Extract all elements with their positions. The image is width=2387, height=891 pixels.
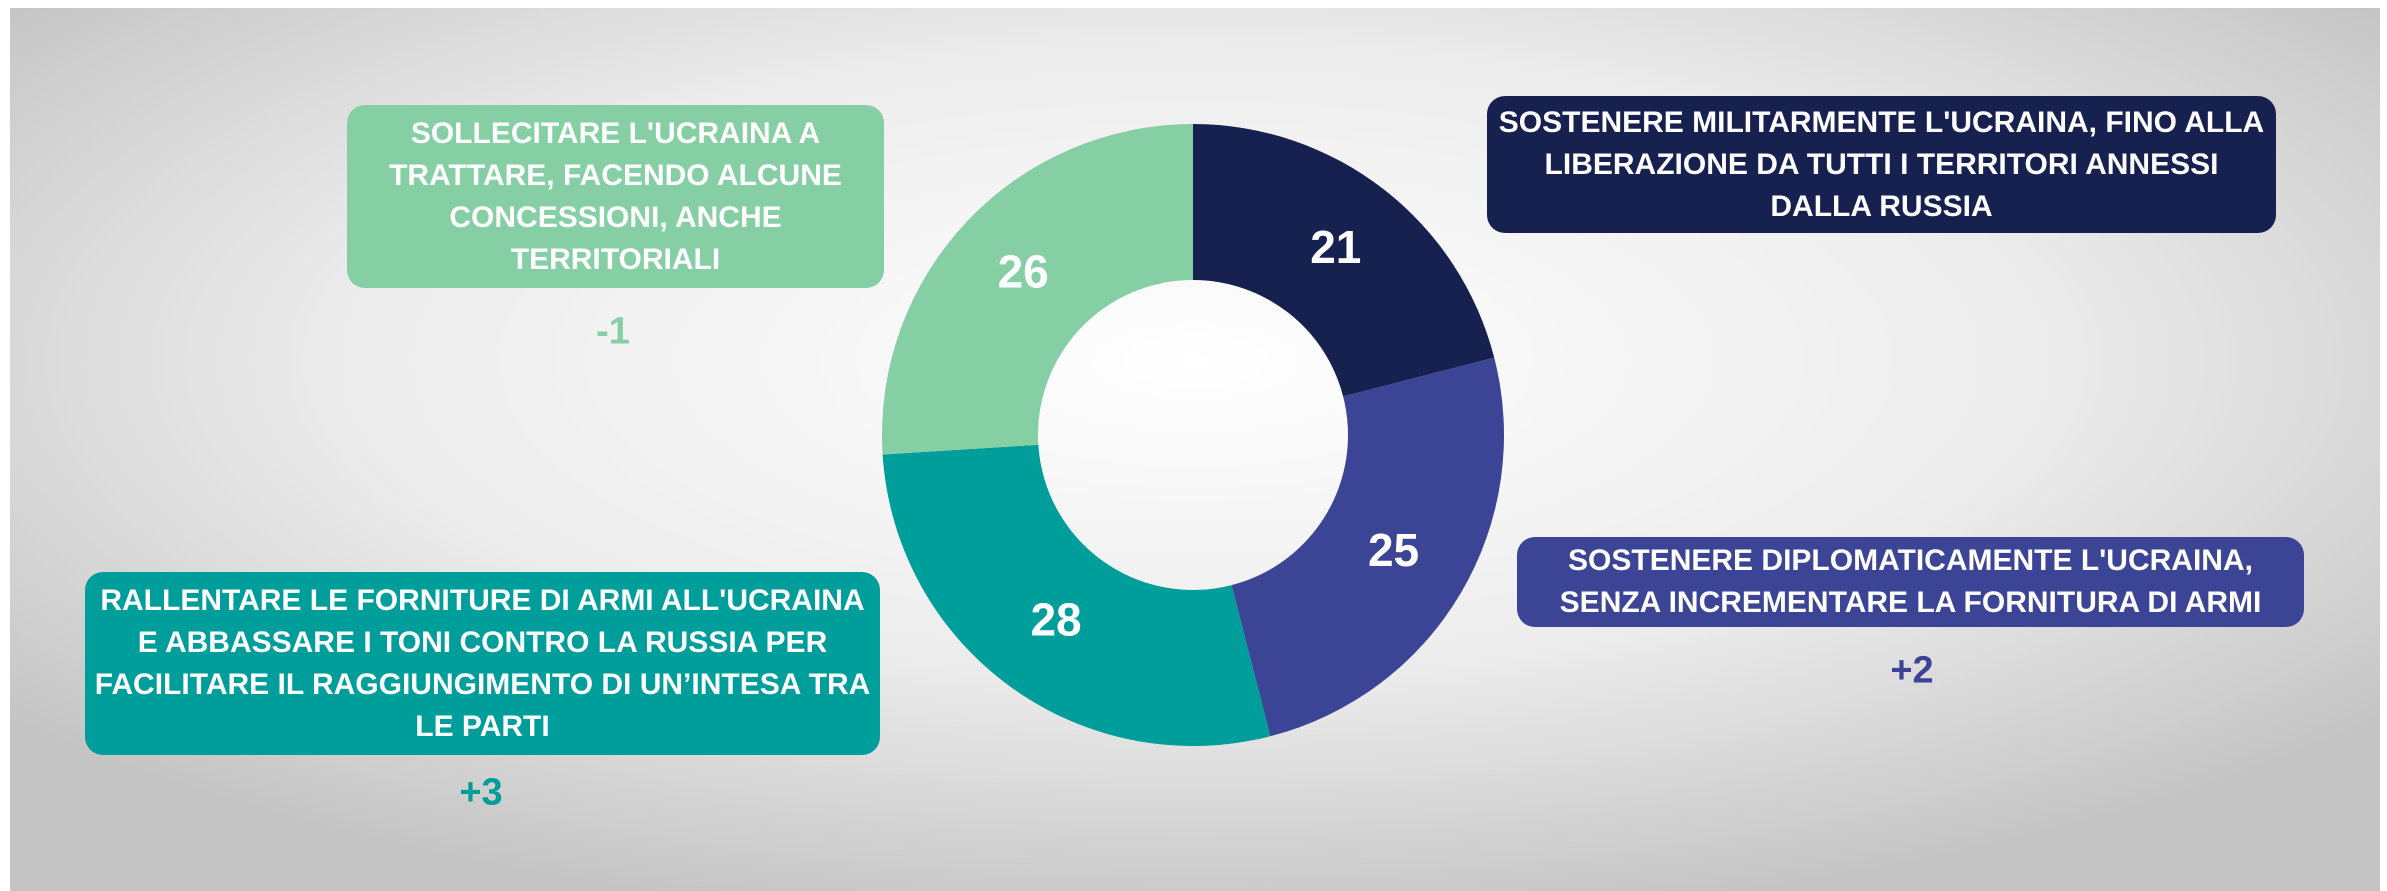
- change-label: +3: [459, 771, 503, 814]
- donut-slice: [882, 444, 1271, 746]
- data-label: 25: [1368, 524, 1419, 576]
- donut-slice: [1193, 124, 1495, 397]
- change-label: +2: [1890, 649, 1934, 692]
- legend-label: SOSTENERE MILITARMENTE L'UCRAINA, FINO A…: [1487, 96, 2276, 233]
- legend-label: RALLENTARE LE FORNITURE DI ARMI ALL'UCRA…: [85, 572, 880, 755]
- data-label: 21: [1310, 221, 1361, 273]
- legend-label: SOLLECITARE L'UCRAINA A TRATTARE, FACEND…: [347, 105, 884, 288]
- change-label: -1: [596, 310, 630, 353]
- legend-label: SOSTENERE DIPLOMATICAMENTE L'UCRAINA, SE…: [1517, 537, 2304, 627]
- donut-slice: [1231, 357, 1504, 737]
- donut-slice: [882, 124, 1193, 455]
- data-label: 28: [1030, 594, 1081, 646]
- data-label: 26: [998, 246, 1049, 298]
